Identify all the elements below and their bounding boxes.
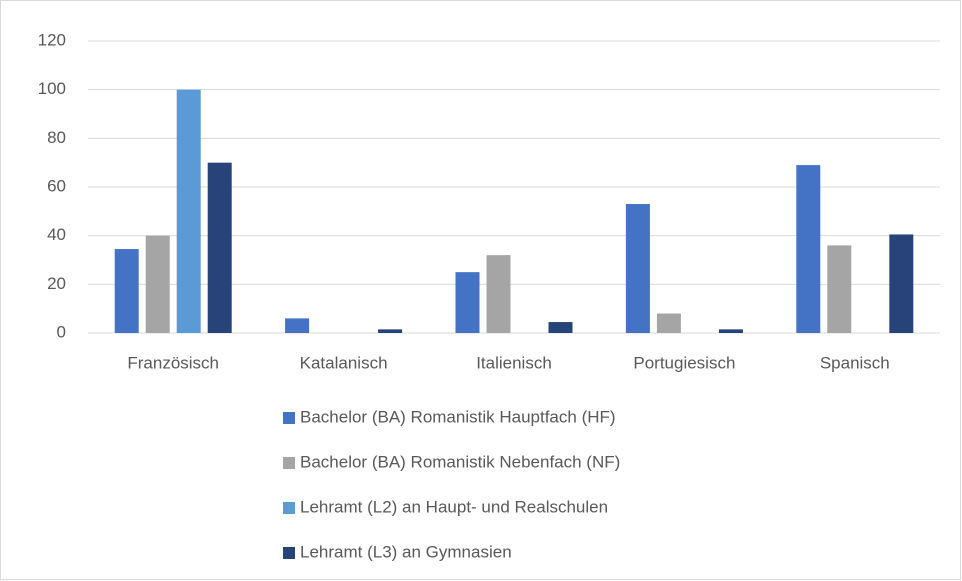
legend-swatch bbox=[283, 412, 295, 424]
y-tick-label: 60 bbox=[47, 176, 66, 195]
bar bbox=[455, 272, 480, 333]
bar bbox=[207, 162, 232, 333]
y-tick-label: 120 bbox=[38, 30, 66, 49]
y-tick-label: 40 bbox=[47, 225, 66, 244]
legend-label: Lehramt (L3) an Gymnasien bbox=[300, 542, 512, 561]
legend-swatch bbox=[283, 457, 295, 469]
y-tick-label: 0 bbox=[57, 322, 66, 341]
legend-swatch bbox=[283, 547, 295, 559]
bar bbox=[176, 89, 201, 334]
x-tick-label: Französisch bbox=[127, 353, 219, 372]
bar bbox=[889, 234, 914, 333]
y-tick-label: 20 bbox=[47, 274, 66, 293]
bar bbox=[827, 245, 852, 333]
x-tick-label: Portugiesisch bbox=[633, 353, 735, 372]
y-tick-label: 100 bbox=[38, 79, 66, 98]
legend-swatch bbox=[283, 502, 295, 514]
legend-label: Bachelor (BA) Romanistik Nebenfach (NF) bbox=[300, 452, 620, 471]
y-tick-label: 80 bbox=[47, 128, 66, 147]
bar bbox=[378, 329, 403, 333]
bar bbox=[114, 249, 139, 333]
legend-label: Lehramt (L2) an Haupt- und Realschulen bbox=[300, 497, 608, 516]
bar bbox=[625, 204, 650, 333]
legend-label: Bachelor (BA) Romanistik Hauptfach (HF) bbox=[300, 407, 616, 426]
bar bbox=[548, 322, 573, 333]
x-tick-label: Spanisch bbox=[820, 353, 890, 372]
bar bbox=[486, 255, 511, 333]
bar bbox=[718, 329, 743, 333]
bar bbox=[656, 313, 681, 333]
bar bbox=[285, 318, 310, 333]
bar bbox=[796, 165, 821, 333]
bar bbox=[145, 235, 170, 333]
x-tick-label: Katalanisch bbox=[300, 353, 388, 372]
x-tick-label: Italienisch bbox=[476, 353, 552, 372]
